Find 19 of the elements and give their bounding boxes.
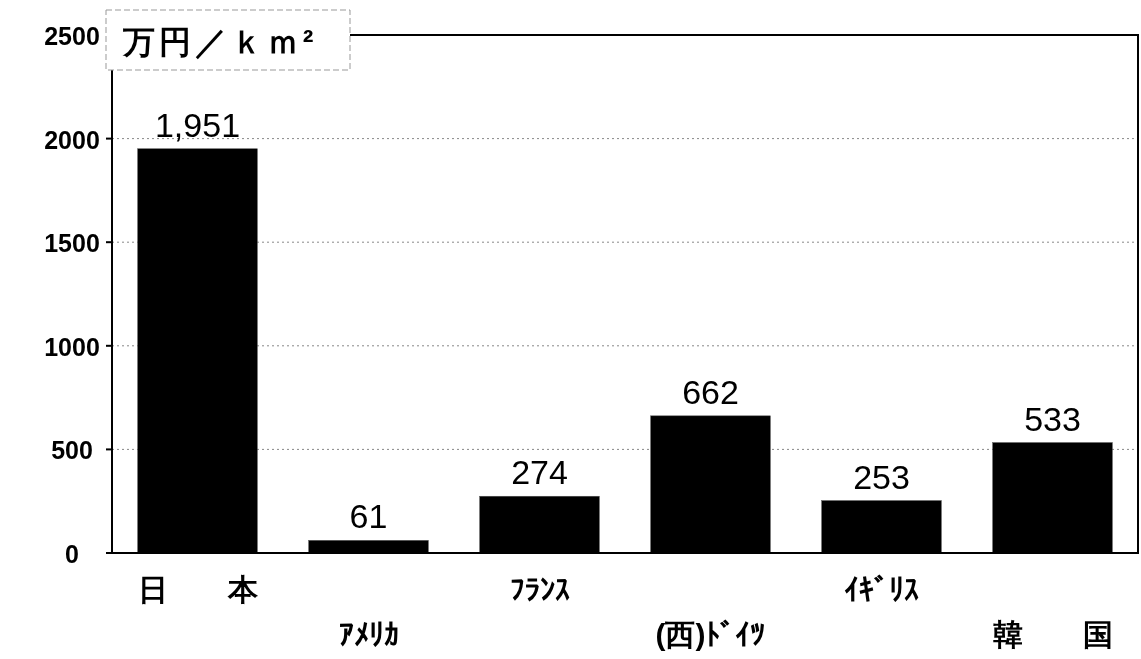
y-tick-label: 0 xyxy=(65,540,79,568)
x-tick-label: ﾌﾗﾝｽ xyxy=(509,573,570,606)
x-tick-label: 韓 国 xyxy=(992,618,1113,651)
data-label: 533 xyxy=(1024,399,1081,438)
x-tick-label: 日 本 xyxy=(137,573,259,606)
x-tick-label: ｲｷﾞﾘｽ xyxy=(844,573,919,606)
x-tick-label: (西)ﾄﾞｲﾂ xyxy=(655,618,766,651)
y-axis-title: 万円／ｋｍ² xyxy=(121,24,318,60)
data-label: 274 xyxy=(511,453,568,492)
y-tick-label: 500 xyxy=(51,436,93,465)
y-tick-label: 2000 xyxy=(44,125,100,154)
y-tick-label: 2500 xyxy=(44,22,100,50)
x-tick-label: ｱﾒﾘｶ xyxy=(338,618,399,651)
data-label: 253 xyxy=(853,457,910,496)
y-tick-label: 1500 xyxy=(44,229,100,258)
data-label: 61 xyxy=(349,497,388,536)
data-label: 662 xyxy=(682,372,739,411)
y-tick-label: 1000 xyxy=(44,332,100,361)
data-label: 1,951 xyxy=(154,105,241,144)
